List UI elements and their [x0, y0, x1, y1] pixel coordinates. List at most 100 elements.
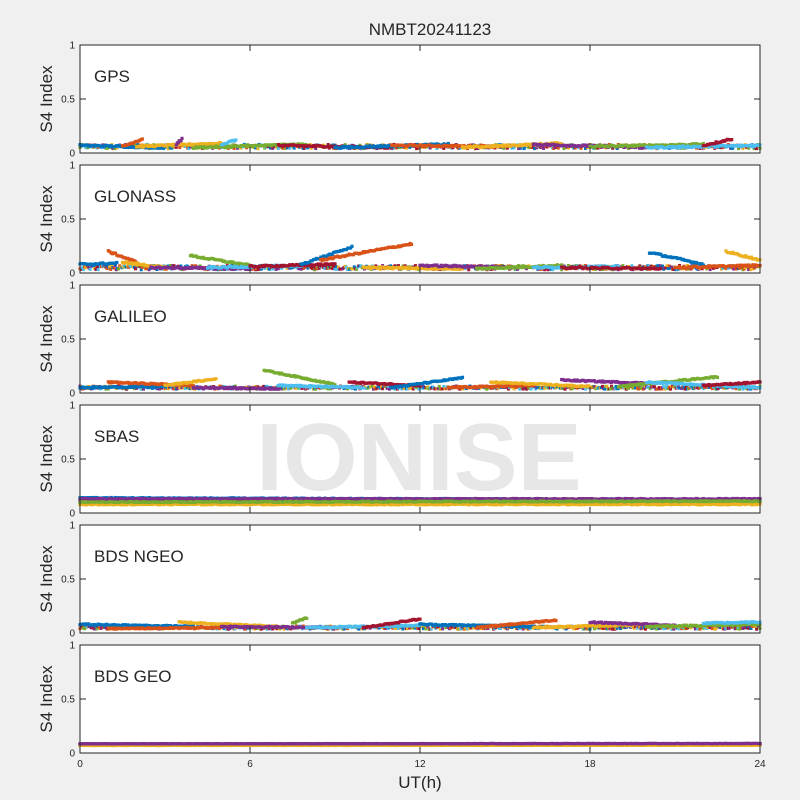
data-point — [734, 267, 738, 271]
data-point — [107, 264, 111, 268]
data-point — [545, 145, 549, 149]
data-point — [334, 265, 338, 269]
data-point — [467, 268, 471, 272]
data-point — [614, 384, 618, 388]
data-point — [416, 146, 420, 150]
data-point — [263, 266, 267, 270]
data-point — [166, 264, 170, 268]
data-point — [353, 387, 357, 391]
data-point — [442, 384, 446, 388]
track-point — [170, 144, 174, 148]
data-point — [755, 147, 759, 151]
data-point — [529, 145, 533, 149]
data-point — [680, 387, 684, 391]
data-point — [387, 387, 391, 391]
data-point — [398, 146, 402, 150]
data-point — [732, 267, 736, 271]
data-point — [105, 267, 109, 271]
data-point — [297, 267, 301, 271]
track-point — [659, 266, 663, 271]
track-point — [616, 264, 620, 268]
data-point — [314, 387, 318, 391]
data-point — [95, 265, 99, 269]
track-point — [460, 375, 465, 379]
panel-label: GLONASS — [94, 187, 176, 206]
track-point — [333, 262, 337, 266]
track-point — [560, 263, 564, 267]
data-point — [112, 266, 116, 270]
track-point — [659, 252, 663, 256]
data-points — [78, 368, 762, 391]
data-point — [682, 386, 686, 390]
axes-background — [80, 45, 760, 153]
data-point — [747, 268, 751, 272]
track-point — [214, 377, 218, 381]
track-point — [140, 137, 144, 141]
data-point — [306, 266, 310, 270]
track-point — [367, 265, 371, 269]
data-point — [747, 146, 751, 150]
data-point — [647, 385, 651, 389]
data-point — [535, 146, 539, 150]
data-point — [670, 265, 674, 269]
data-point — [683, 387, 687, 391]
data-point — [396, 264, 400, 268]
data-point — [522, 146, 526, 150]
data-point — [302, 266, 306, 270]
data-point — [556, 146, 560, 150]
data-point — [166, 147, 170, 151]
data-point — [174, 145, 178, 149]
data-point — [88, 267, 92, 271]
data-point — [743, 266, 747, 270]
data-point — [262, 384, 266, 388]
data-point — [385, 386, 389, 390]
data-point — [420, 386, 424, 390]
data-point — [267, 267, 271, 271]
data-point — [372, 387, 376, 391]
data-point — [734, 387, 738, 391]
data-point — [194, 264, 198, 268]
data-point — [610, 384, 614, 388]
track-point — [234, 138, 238, 142]
data-point — [736, 147, 740, 151]
data-point — [317, 266, 321, 270]
data-point — [413, 264, 417, 268]
data-point — [726, 266, 730, 270]
data-point — [94, 267, 98, 271]
data-point — [377, 384, 381, 388]
data-point — [80, 266, 84, 270]
track-point — [174, 143, 178, 147]
data-point — [352, 265, 356, 269]
data-point — [386, 384, 390, 388]
data-point — [461, 387, 465, 391]
y-tick-label: 1 — [69, 41, 75, 52]
data-point — [179, 264, 183, 268]
data-point — [139, 268, 143, 272]
data-point — [437, 384, 441, 388]
data-point — [700, 267, 704, 271]
data-point — [232, 146, 236, 150]
track-point — [460, 267, 465, 271]
data-point — [529, 387, 533, 391]
data-point — [505, 146, 509, 150]
data-point — [436, 386, 440, 390]
data-point — [608, 387, 612, 391]
data-point — [563, 387, 567, 391]
data-point — [708, 268, 712, 272]
track-point — [113, 251, 118, 255]
data-point — [512, 146, 516, 150]
data-point — [393, 264, 397, 268]
data-point — [665, 385, 669, 389]
data-point — [566, 264, 570, 268]
data-point — [667, 385, 671, 389]
track-point — [330, 253, 334, 257]
data-point — [435, 146, 439, 150]
data-point — [404, 146, 408, 150]
track-point — [418, 384, 422, 388]
data-point — [170, 146, 174, 150]
track-point — [715, 375, 720, 380]
track-point — [588, 385, 592, 389]
track-point — [133, 259, 137, 263]
